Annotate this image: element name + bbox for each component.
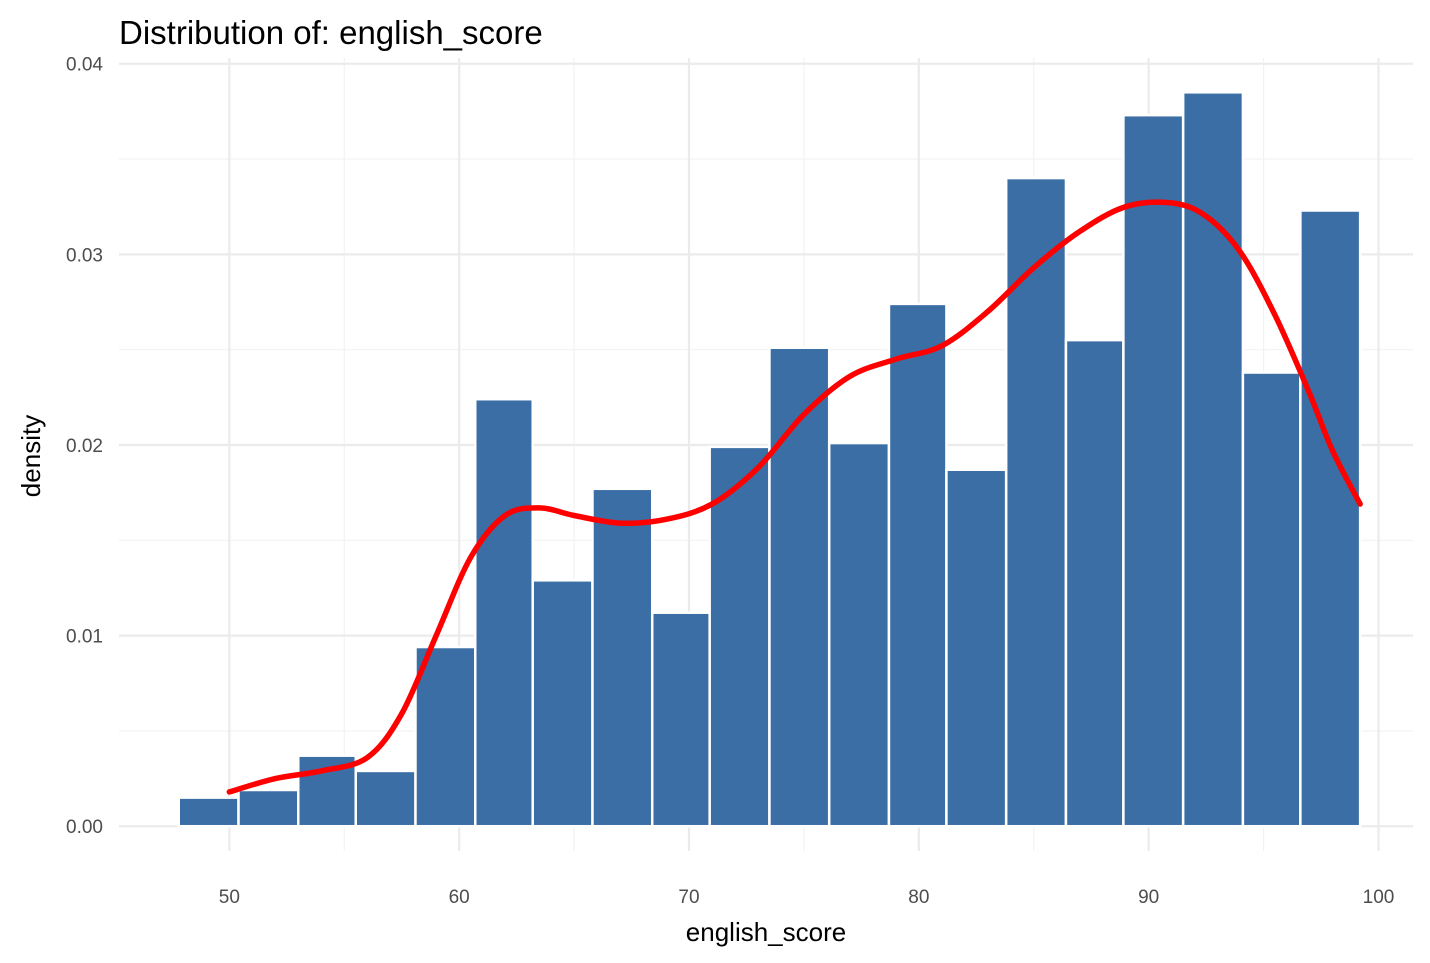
y-tick-label: 0.02 (66, 436, 103, 457)
histogram-bar (1299, 209, 1362, 828)
histogram-bars (177, 91, 1362, 828)
histogram-bar (237, 788, 300, 828)
x-tick-label: 60 (449, 887, 470, 908)
y-tick-label: 0.01 (66, 627, 103, 648)
y-tick-label: 0.03 (66, 245, 103, 266)
x-tick-label: 100 (1363, 887, 1395, 908)
histogram-bar (1064, 338, 1125, 828)
histogram-bar (1004, 176, 1068, 828)
histogram-bar (354, 769, 417, 828)
histogram-bar (945, 468, 1008, 828)
histogram-bar (177, 796, 240, 828)
x-tick-label: 50 (219, 887, 240, 908)
histogram-bar (650, 611, 711, 828)
density-curve (226, 199, 1363, 795)
histogram-bar (1241, 371, 1302, 828)
histogram-bar (768, 346, 831, 828)
histogram-bar (531, 579, 594, 828)
histogram-bar (1181, 91, 1245, 828)
x-axis-tick-labels: 50 60 70 80 90 100 (219, 887, 1395, 908)
x-tick-label: 90 (1138, 887, 1159, 908)
histogram-bar (1122, 113, 1185, 828)
y-axis-title: density (16, 415, 46, 497)
histogram-bar (827, 441, 891, 828)
y-tick-label: 0.04 (66, 55, 103, 76)
histogram-bar (474, 397, 534, 828)
histogram-bar (887, 302, 948, 828)
y-axis-tick-labels: 0.00 0.01 0.02 0.03 0.04 (66, 55, 103, 839)
chart-title: Distribution of: english_score (119, 14, 543, 51)
histogram-bar (591, 487, 654, 828)
x-axis-title: english_score (686, 917, 846, 947)
histogram-bar (414, 645, 477, 828)
histogram-bar (708, 445, 771, 828)
x-tick-label: 70 (678, 887, 699, 908)
y-tick-label: 0.00 (66, 817, 103, 838)
x-tick-label: 80 (908, 887, 929, 908)
